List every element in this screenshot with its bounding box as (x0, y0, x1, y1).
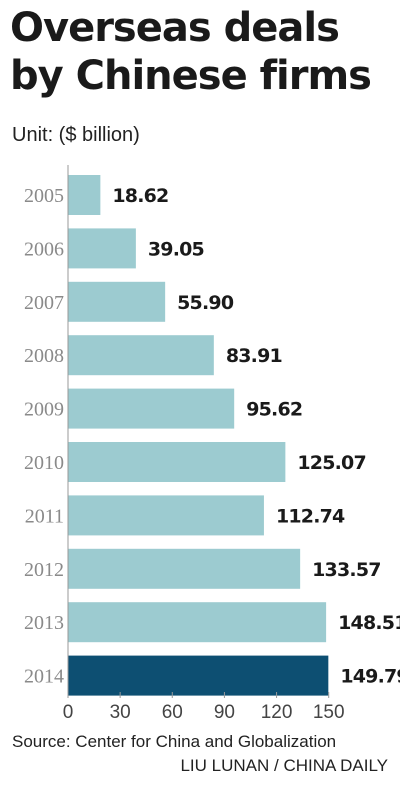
year-label-2010: 2010 (24, 452, 64, 474)
value-label-2010: 125.07 (297, 452, 366, 474)
year-label-2009: 2009 (24, 399, 64, 421)
bar-chart: 2005 18.62 2006 39.05 2007 55.90 2008 83.91 2009… (24, 165, 400, 723)
year-label-2005: 2005 (24, 185, 64, 207)
x-tick-label-90: 90 (214, 702, 235, 723)
value-label-2007: 55.90 (177, 292, 234, 314)
bar-2008 (68, 335, 214, 376)
x-tick-label-30: 30 (110, 702, 131, 723)
chart-title: Overseas deals by Chinese firms (10, 4, 400, 100)
source-note: Source: Center for China and Globalizati… (12, 732, 337, 751)
bar-2010 (68, 442, 286, 482)
value-label-2013: 148.51 (338, 612, 400, 634)
value-label-2012: 133.57 (312, 559, 381, 581)
x-tick-label-60: 60 (162, 702, 183, 723)
bar-2007 (68, 281, 166, 322)
bar-2005 (68, 175, 101, 215)
bar-2014 (68, 655, 329, 696)
bar-2012 (68, 548, 301, 589)
year-label-2014: 2014 (24, 666, 64, 688)
year-label-2007: 2007 (24, 292, 64, 314)
x-tick-label-0: 0 (63, 702, 74, 723)
year-label-2013: 2013 (24, 612, 64, 634)
title-line-2: by Chinese firms (10, 53, 372, 99)
value-label-2014: 149.79 (340, 666, 400, 688)
year-label-2006: 2006 (24, 238, 64, 260)
value-label-2009: 95.62 (246, 399, 302, 421)
year-label-2008: 2008 (24, 345, 64, 367)
bar-2006 (68, 228, 136, 269)
credit-line: LIU LUNAN / CHINA DAILY (180, 756, 388, 775)
year-label-2011: 2011 (25, 505, 64, 527)
value-label-2005: 18.62 (112, 185, 168, 207)
year-label-2012: 2012 (24, 559, 64, 581)
title-line-1: Overseas deals (10, 5, 340, 51)
bar-2009 (68, 388, 235, 429)
bar-2011 (68, 495, 264, 536)
value-label-2011: 112.74 (276, 505, 345, 527)
value-label-2008: 83.91 (226, 345, 282, 367)
unit-label: Unit: ($ billion) (12, 124, 140, 146)
value-label-2006: 39.05 (148, 238, 204, 260)
x-tick-label-150: 150 (313, 702, 345, 723)
bar-2013 (68, 602, 327, 643)
x-tick-label-120: 120 (261, 702, 293, 723)
